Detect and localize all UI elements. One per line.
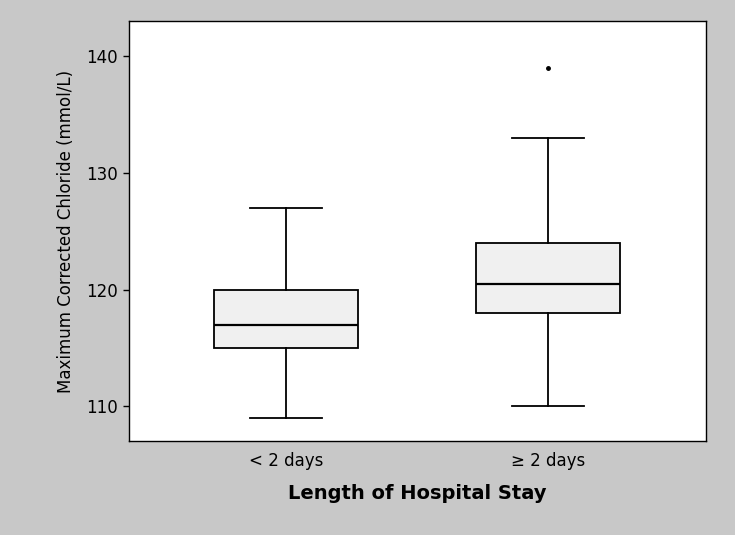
X-axis label: Length of Hospital Stay: Length of Hospital Stay [288, 484, 546, 503]
PathPatch shape [476, 243, 620, 313]
PathPatch shape [214, 290, 358, 348]
Y-axis label: Maximum Corrected Chloride (mmol/L): Maximum Corrected Chloride (mmol/L) [57, 70, 76, 393]
